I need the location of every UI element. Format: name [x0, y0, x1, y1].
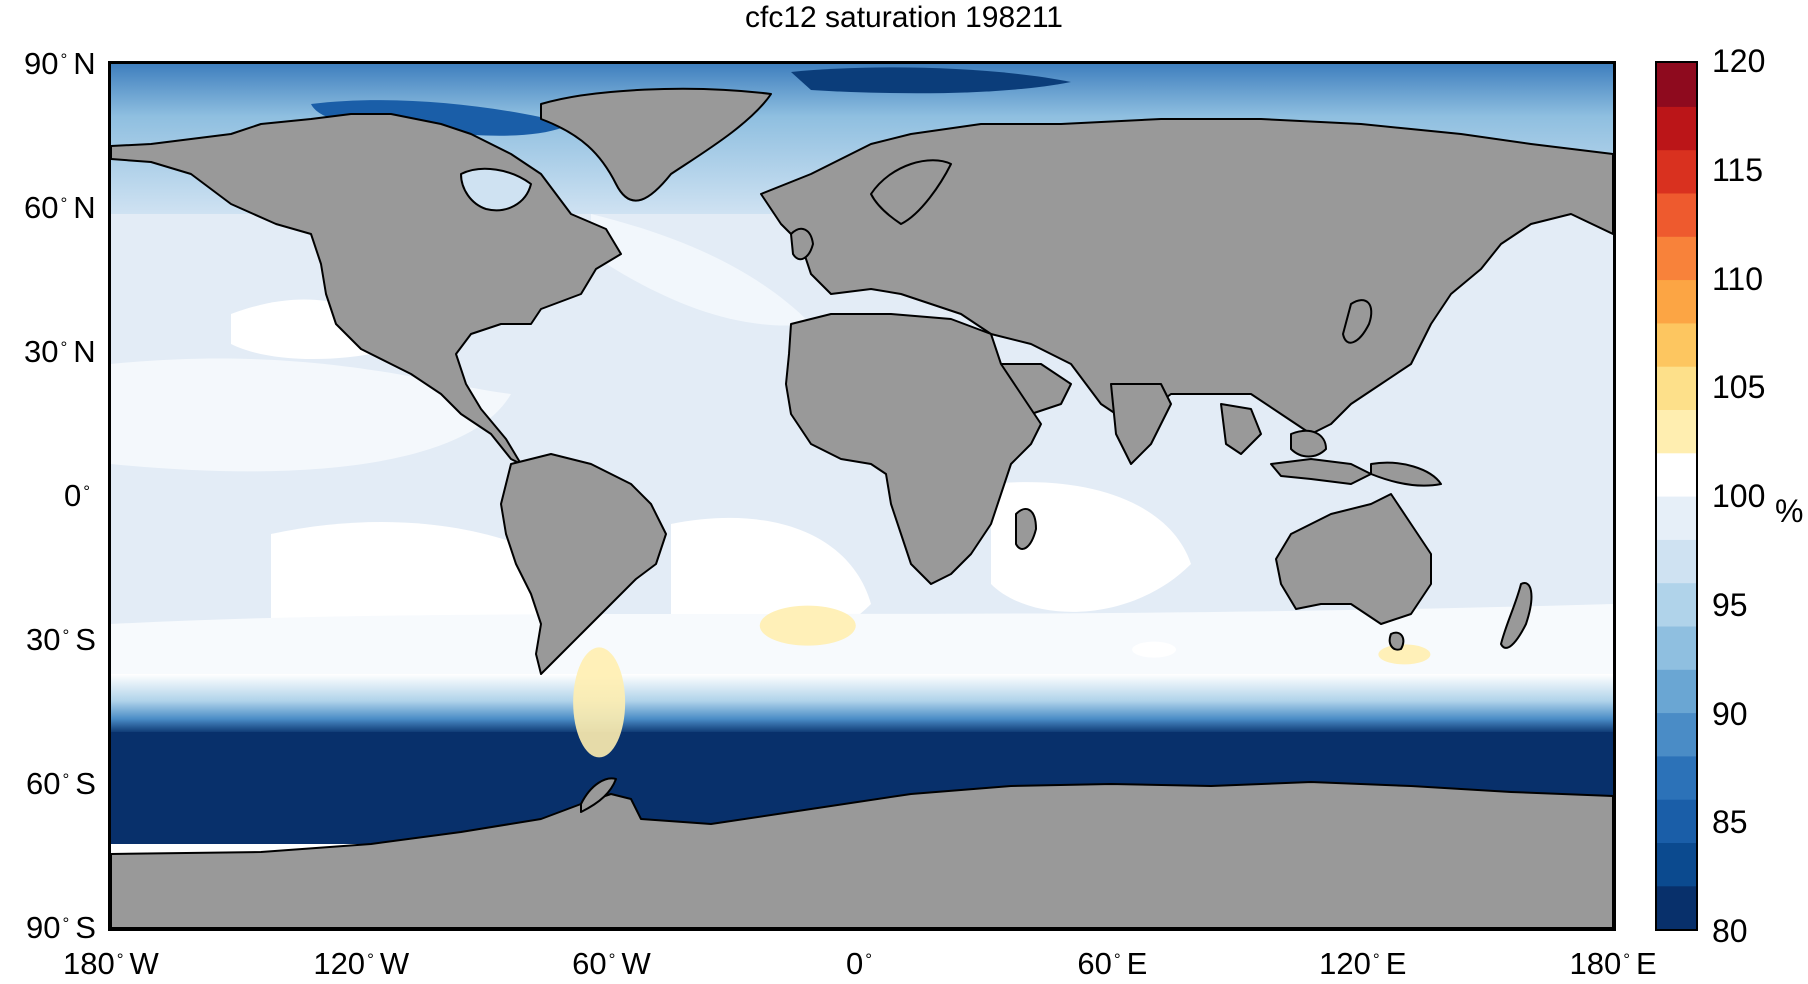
- tropical-white-pacific: [111, 358, 511, 472]
- map-title: cfc12 saturation 198211: [744, 1, 1063, 34]
- colorbar-swatch-17: [1657, 149, 1696, 194]
- lat-tick-0: 0 °: [64, 478, 91, 513]
- lat-tick-30-n: 30 ° N: [24, 334, 96, 369]
- lat-tick-90-n: 90 ° N: [24, 46, 96, 81]
- southern-ocean-band: [111, 674, 1613, 734]
- colorbar-scale: [1657, 63, 1696, 929]
- north-atlantic-whitish: [591, 214, 811, 326]
- map-plot-area: [108, 61, 1616, 931]
- land-greenland: [540, 87, 772, 202]
- lon-tick-60-w: 60 ° W: [572, 946, 651, 981]
- colorbar-swatch-4: [1657, 712, 1696, 757]
- land-mask: [111, 87, 1613, 928]
- colorbar-swatch-5: [1657, 669, 1696, 714]
- colorbar-swatch-16: [1657, 192, 1696, 237]
- colorbar-swatch-19: [1657, 63, 1696, 107]
- arctic-dark-strip: [791, 67, 1071, 94]
- land-australia: [1275, 493, 1432, 625]
- baffin-dark-strip: [311, 100, 571, 136]
- colorbar-swatch-2: [1657, 799, 1696, 843]
- colorbar-tick-120: 120: [1712, 43, 1766, 79]
- colorbar-swatch-11: [1657, 409, 1696, 454]
- colorbar-tick-90: 90: [1712, 695, 1748, 732]
- colorbar-swatch-1: [1657, 842, 1696, 887]
- land-uk: [790, 227, 814, 261]
- land-borneo: [1290, 429, 1327, 458]
- colorbar-tick-80: 80: [1712, 913, 1748, 949]
- land-india: [1110, 383, 1172, 465]
- colorbar-swatch-8: [1657, 539, 1696, 584]
- colorbar-swatch-12: [1657, 366, 1696, 410]
- colorbar-swatch-18: [1657, 106, 1696, 151]
- colorbar-tick-85: 85: [1712, 804, 1748, 841]
- colorbar-swatch-6: [1657, 625, 1696, 670]
- lat-tick-60-n: 60 ° N: [24, 190, 96, 225]
- colorbar-swatch-14: [1657, 279, 1696, 324]
- south-atlantic-patch: [759, 605, 856, 646]
- lat-tick-60-s: 60 ° S: [26, 766, 96, 801]
- colorbar-tick-110: 110: [1712, 260, 1764, 297]
- colorbar-swatch-15: [1657, 236, 1696, 281]
- lon-tick-0: 0 °: [846, 946, 873, 981]
- lat-tick-30-s: 30 ° S: [26, 622, 96, 657]
- land-south-america: [500, 453, 667, 675]
- lon-tick-180-e: 180 ° E: [1569, 946, 1657, 981]
- lon-tick-120-e: 120 ° E: [1319, 946, 1407, 981]
- colorbar-tick-105: 105: [1712, 369, 1766, 406]
- lon-tick-120-w: 120 ° W: [313, 946, 410, 981]
- land-new-zealand: [1500, 582, 1533, 649]
- land-indonesia: [1270, 458, 1372, 485]
- world-map: [111, 64, 1613, 928]
- colorbar-swatch-13: [1657, 322, 1696, 367]
- colorbar-swatch-7: [1657, 582, 1696, 627]
- land-southeast-asia: [1220, 403, 1262, 455]
- land-antarctica: [111, 781, 1613, 928]
- lon-tick-180-w: 180 ° W: [63, 946, 159, 981]
- land-japan: [1342, 299, 1373, 344]
- colorbar-tick-95: 95: [1712, 586, 1748, 623]
- south-indian-patch: [1132, 641, 1177, 658]
- colorbar-unit: %: [1775, 493, 1804, 529]
- land-europe-asia: [760, 118, 1613, 435]
- colorbar-tick-100: 100: [1712, 478, 1766, 514]
- lat-tick-90-s: 90 ° S: [26, 910, 96, 945]
- colorbar-swatch-10: [1657, 452, 1696, 497]
- land-scandinavia: [870, 159, 952, 225]
- lon-tick-60-e: 60 ° E: [1077, 946, 1148, 981]
- colorbar-tick-115: 115: [1712, 151, 1764, 188]
- land-madagascar: [1015, 508, 1037, 550]
- patagonia-shelf-patch: [573, 647, 626, 758]
- indian-white: [991, 482, 1191, 612]
- land-tasmania: [1388, 631, 1405, 651]
- land-africa: [785, 313, 1042, 585]
- colorbar-swatch-9: [1657, 496, 1696, 540]
- colorbar-swatch-0: [1657, 885, 1696, 929]
- land-antarctic-peninsula: [580, 777, 617, 813]
- land-hudson-bay: [460, 167, 532, 212]
- great-australian-bight-patch: [1378, 644, 1431, 665]
- colorbar-swatch-3: [1657, 755, 1696, 800]
- colorbar: [1655, 61, 1698, 931]
- land-new-guinea: [1370, 461, 1442, 487]
